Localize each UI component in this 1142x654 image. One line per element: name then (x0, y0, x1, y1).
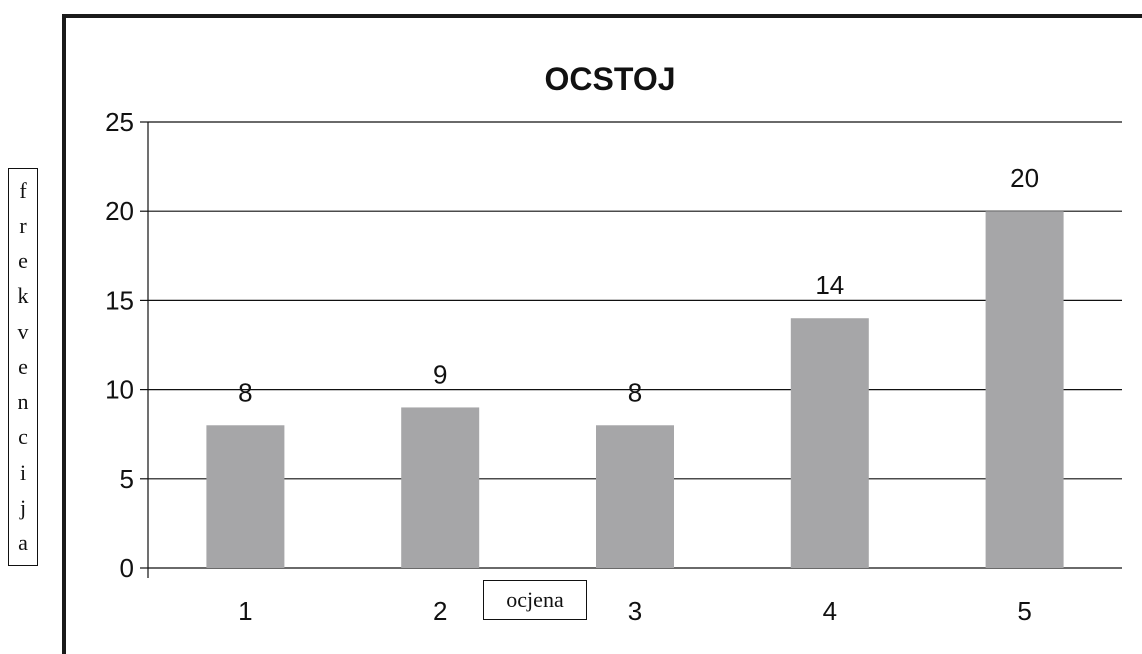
y-tick-labels: 0 5 10 15 20 25 (105, 107, 134, 583)
y-axis-label-letter: j (19, 495, 27, 521)
x-tick-label-5: 5 (1017, 596, 1031, 626)
bar-2 (401, 407, 480, 568)
x-tick-labels: 1 2 3 4 5 (238, 596, 1032, 626)
y-tick-label: 15 (105, 285, 134, 315)
bar-3 (596, 425, 674, 568)
chart-title: OCSTOJ (545, 61, 676, 97)
data-labels: 8 9 8 14 20 (238, 163, 1039, 407)
y-tick-label: 10 (105, 375, 134, 405)
x-tick-label-4: 4 (823, 596, 837, 626)
y-axis-label-letter: v (17, 318, 29, 344)
bar-1 (206, 425, 285, 568)
y-tick-label: 5 (120, 464, 134, 494)
data-label-4: 14 (815, 270, 844, 300)
axes (140, 121, 149, 578)
data-label-2: 9 (433, 359, 447, 389)
y-axis-label-letter: n (17, 389, 29, 415)
bars (206, 211, 1064, 568)
y-tick-label: 0 (120, 553, 134, 583)
x-axis-label: ocjena (483, 580, 587, 620)
x-tick-label-2: 2 (433, 596, 447, 626)
bar-chart: OCSTOJ 0 5 10 15 20 25 8 9 8 14 20 1 2 3 4 5 (105, 61, 1122, 626)
y-axis-label-letter: f (19, 177, 27, 203)
y-tick-label: 25 (105, 107, 134, 137)
y-axis-label-letter: a (18, 530, 28, 556)
y-axis-label-letter: k (17, 283, 29, 309)
data-label-3: 8 (628, 377, 642, 407)
bar-5 (985, 211, 1064, 568)
y-axis-label-letter: e (18, 353, 28, 379)
data-label-5: 20 (1010, 163, 1039, 193)
data-label-1: 8 (238, 377, 252, 407)
y-axis-label-letter: c (18, 424, 28, 450)
y-axis-label-letter: i (19, 459, 27, 485)
x-tick-label-3: 3 (628, 596, 642, 626)
y-tick-label: 20 (105, 196, 134, 226)
y-axis-label-letter: e (18, 248, 28, 274)
x-tick-label-1: 1 (238, 596, 252, 626)
bar-4 (790, 318, 869, 568)
y-axis-label-letter: r (19, 212, 27, 238)
chart-frame (62, 14, 1142, 654)
